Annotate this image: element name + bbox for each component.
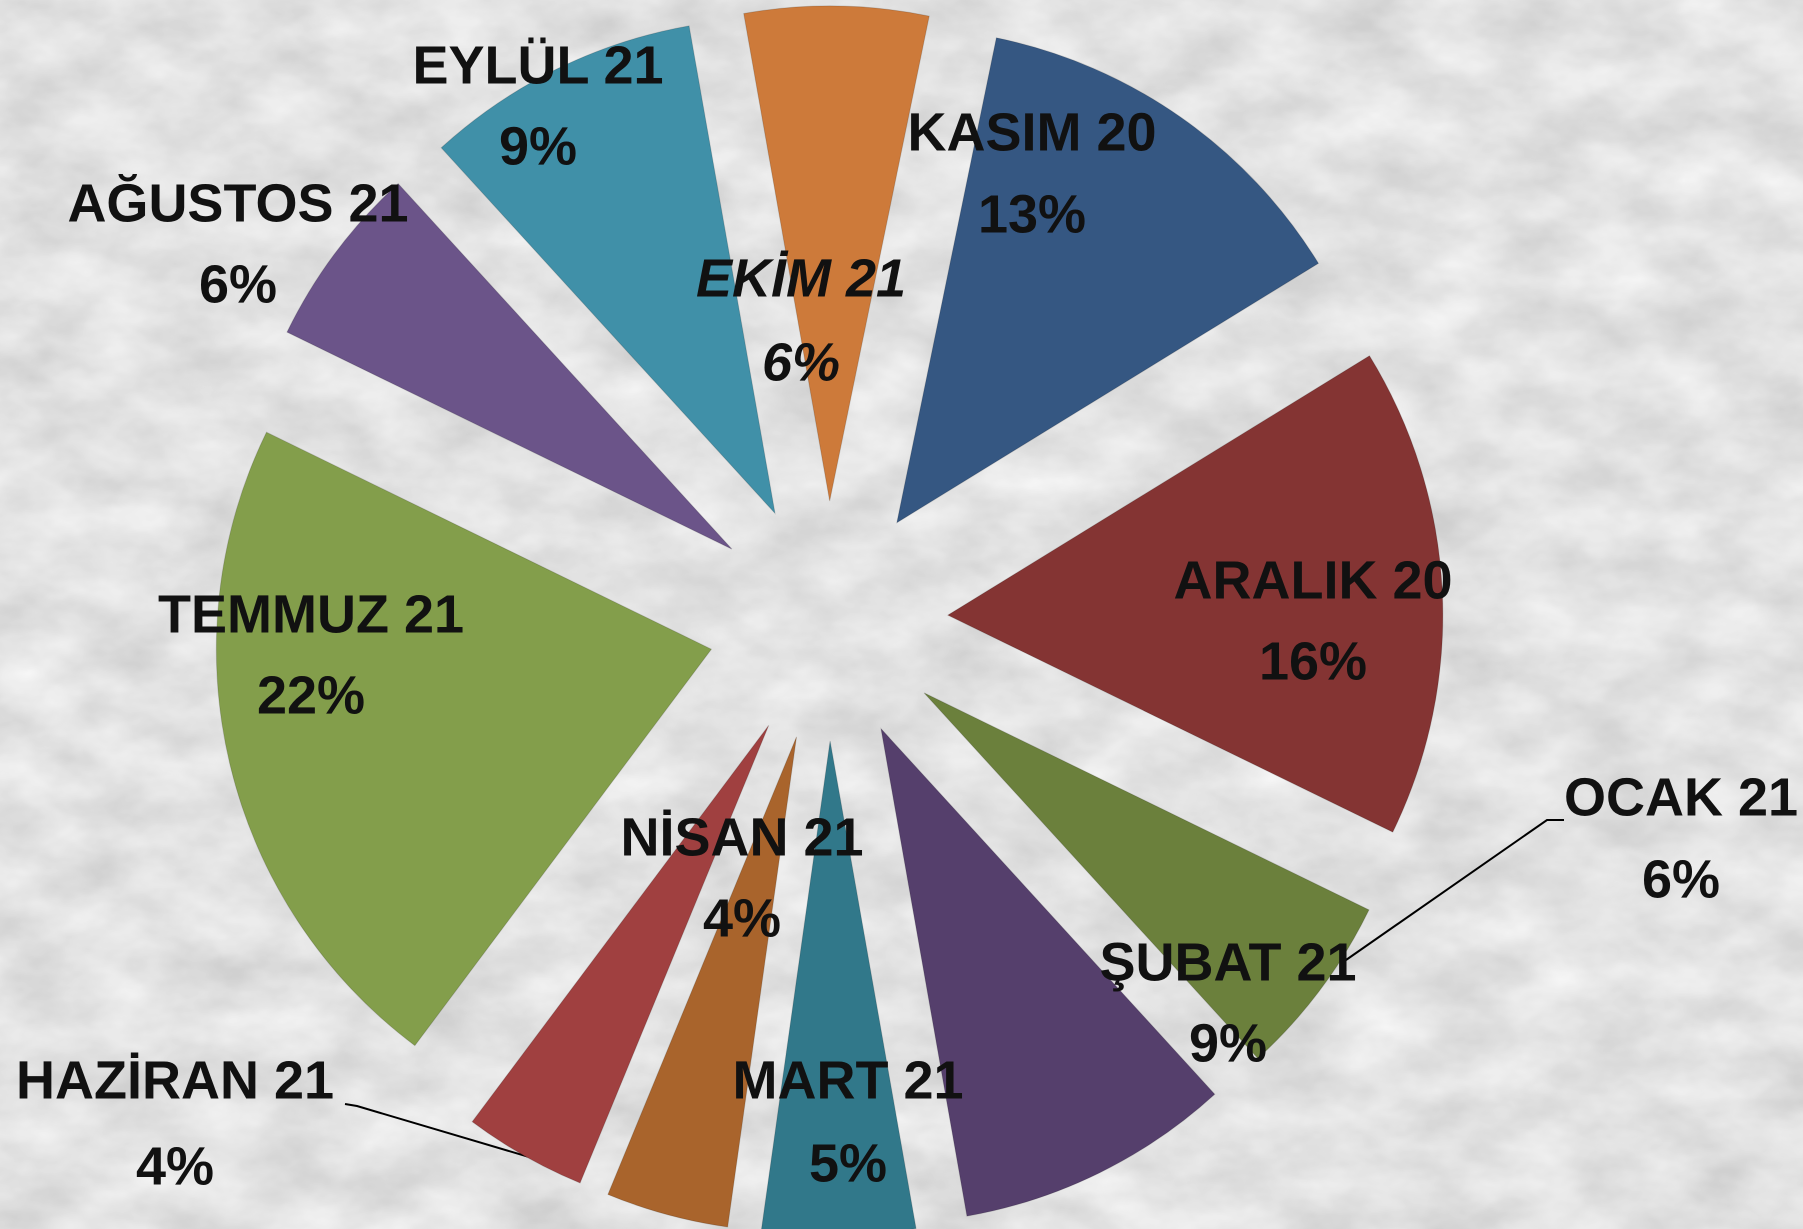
pie-slice — [743, 5, 930, 502]
slice-value-label: 9% — [499, 116, 577, 176]
pie-slice — [880, 727, 1216, 1217]
slice-value-label: 9% — [1189, 1013, 1267, 1073]
pie-slice — [286, 182, 733, 550]
slice-value-label: 13% — [978, 184, 1086, 244]
slice-value-label: 6% — [199, 254, 277, 314]
slice-label: TEMMUZ 21 — [158, 584, 464, 644]
slice-label: ŞUBAT 21 — [1099, 932, 1356, 992]
pie-slice — [471, 725, 770, 1184]
slice-label: EKİM 21 — [696, 248, 906, 308]
slice-label: MART 21 — [732, 1050, 963, 1110]
slice-value-label: 22% — [257, 665, 365, 725]
slice-value-label: 6% — [1642, 849, 1720, 909]
slice-value-label: 6% — [762, 332, 840, 392]
slice-label: EYLÜL 21 — [412, 35, 663, 95]
slice-label: OCAK 21 — [1564, 767, 1798, 827]
pie-slice — [896, 37, 1320, 524]
pie-slice — [607, 736, 798, 1228]
slice-label: KASIM 20 — [907, 102, 1156, 162]
slice-label: AĞUSTOS 21 — [67, 173, 408, 233]
leader-line — [1345, 819, 1564, 961]
slice-value-label: 5% — [809, 1133, 887, 1193]
slice-value-label: 16% — [1259, 631, 1367, 691]
leader-line — [344, 1103, 547, 1163]
pie-slice — [215, 431, 713, 1047]
pie-slice — [440, 25, 776, 515]
slice-label: ARALIK 20 — [1173, 550, 1452, 610]
slice-value-label: 4% — [703, 888, 781, 948]
slice-label: HAZİRAN 21 — [16, 1050, 334, 1110]
slice-label: NİSAN 21 — [620, 807, 863, 867]
pie-slice — [923, 692, 1370, 1060]
pie-slice — [946, 355, 1444, 833]
slice-value-label: 4% — [136, 1136, 214, 1196]
